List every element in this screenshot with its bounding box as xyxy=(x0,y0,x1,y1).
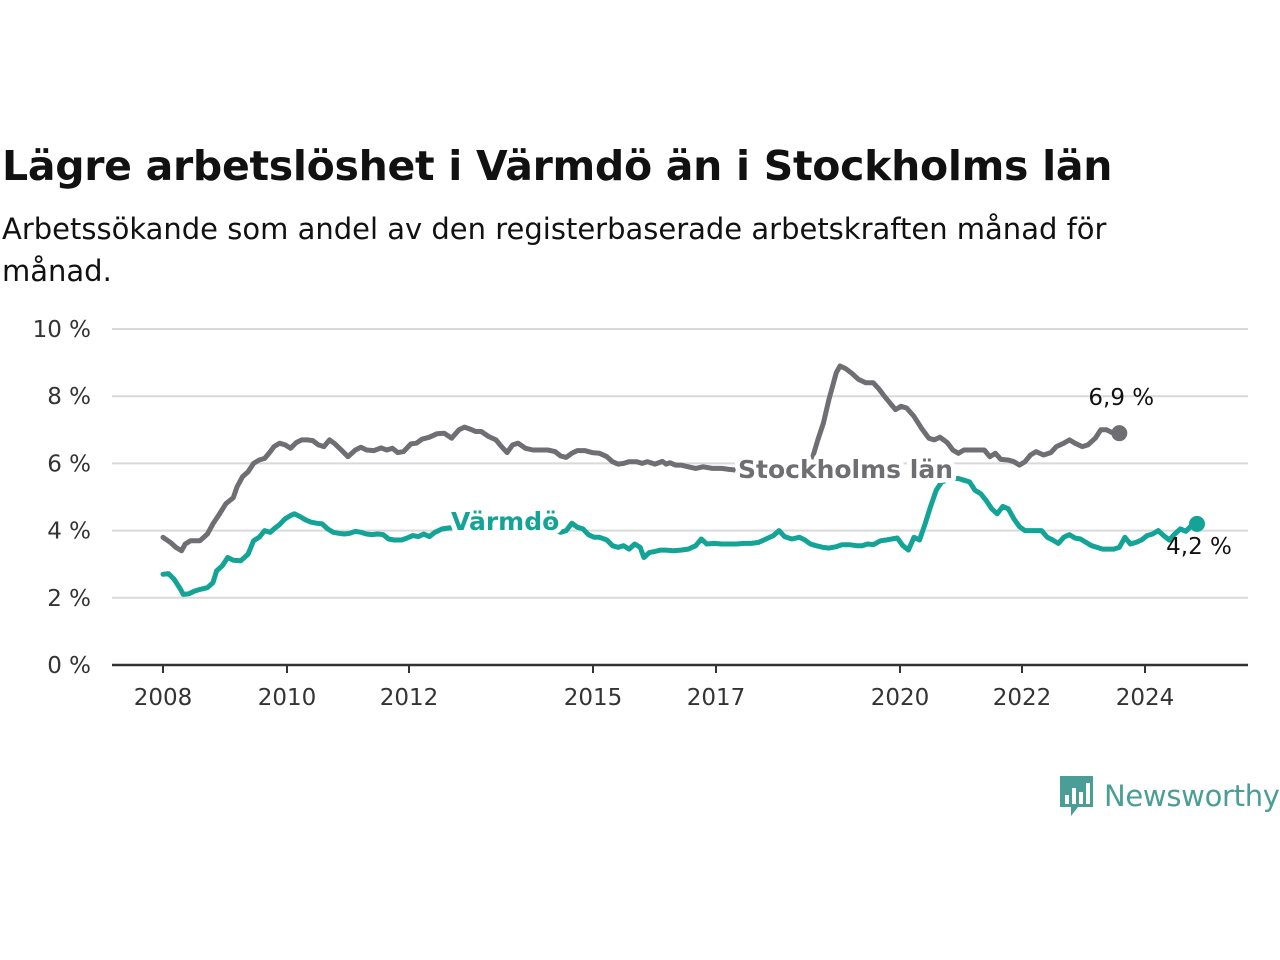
y-tick-label: 8 % xyxy=(47,384,91,410)
series-lines xyxy=(160,363,1205,597)
series-line xyxy=(160,476,1200,597)
series-end-point xyxy=(1111,425,1128,442)
y-tick-label: 0 % xyxy=(47,653,91,679)
y-tick-label: 6 % xyxy=(47,451,91,477)
x-tick-label: 2015 xyxy=(564,685,623,711)
x-tick-label: 2022 xyxy=(993,685,1052,711)
chart-title: Lägre arbetslöshet i Värmdö än i Stockho… xyxy=(2,142,1113,190)
newsworthy-logo-icon xyxy=(1060,776,1093,816)
series-end-label: 6,9 % xyxy=(1088,385,1154,411)
x-tick-label: 2020 xyxy=(871,685,930,711)
series-name-label: Värmdö xyxy=(451,507,559,536)
series-line xyxy=(160,363,1122,554)
y-tick-label: 10 % xyxy=(33,317,91,343)
series-end-label: 4,2 % xyxy=(1166,534,1232,560)
x-tick-label: 2024 xyxy=(1116,685,1175,711)
x-tick-label: 2017 xyxy=(687,685,746,711)
y-tick-label: 4 % xyxy=(47,519,91,545)
series-labels: 6,9 % Stockholms län 4,2 % Värmdö xyxy=(446,385,1232,560)
newsworthy-logo: Newsworthy xyxy=(1058,773,1280,819)
series-name-label: Stockholms län xyxy=(738,455,953,484)
x-tick-label: 2010 xyxy=(258,685,317,711)
y-axis-ticks: 0 % 2 % 4 % 6 % 8 % 10 % xyxy=(33,317,91,679)
x-tick-label: 2008 xyxy=(134,685,193,711)
series-end-point xyxy=(1189,515,1205,532)
chart-subtitle: Arbetssökande som andel av den registerb… xyxy=(2,212,1107,288)
x-tick-label: 2012 xyxy=(380,685,439,711)
x-axis: 2008 2010 2012 2015 2017 2020 2022 2024 xyxy=(112,663,1248,711)
line-chart: 0 % 2 % 4 % 6 % 8 % 10 % 2008 2010 2012 2015 2017… xyxy=(33,317,1248,711)
brand-name: Newsworthy xyxy=(1104,779,1280,813)
y-tick-label: 2 % xyxy=(47,586,91,612)
